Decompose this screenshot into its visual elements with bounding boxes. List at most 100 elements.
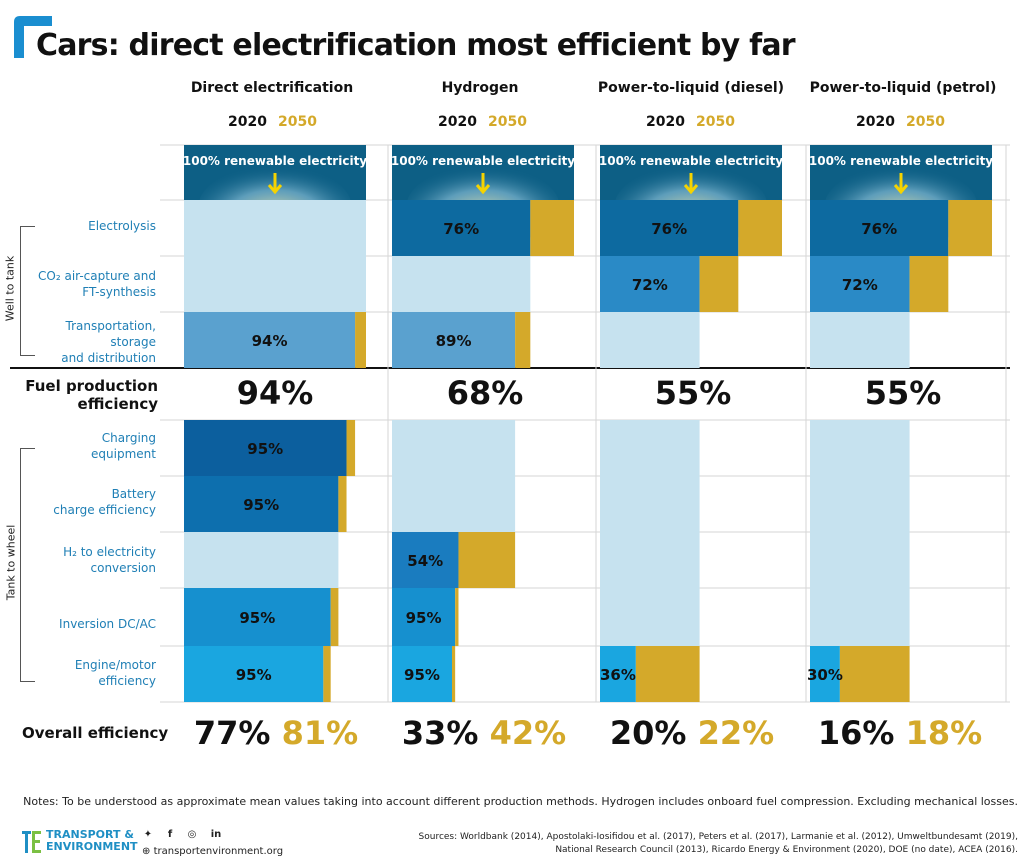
- step-value-label: 30%: [807, 666, 843, 684]
- linkedin-icon[interactable]: in: [210, 829, 222, 840]
- efficiency-bar: [810, 256, 910, 312]
- efficiency-bar: [392, 532, 459, 588]
- flow-bar: [392, 256, 531, 312]
- brand-name: TRANSPORT & ENVIRONMENT: [46, 828, 138, 853]
- globe-icon: ⊕: [142, 846, 151, 857]
- efficiency-bar: [184, 420, 347, 476]
- overall-efficiency-direct: 77% 81%: [193, 714, 359, 752]
- step-value-label: 72%: [632, 276, 668, 294]
- source-label: 100% renewable electricity: [183, 154, 367, 168]
- loss-bar: [635, 646, 700, 702]
- loss-bar: [948, 200, 992, 256]
- year-2050-label: 2050: [278, 114, 317, 130]
- efficiency-bar: [184, 312, 356, 368]
- year-2020-label: 2020: [646, 114, 685, 130]
- row-label-co2-capture: CO₂ air-capture and FT-synthesis: [38, 269, 156, 299]
- facebook-icon[interactable]: f: [167, 829, 173, 840]
- flow-bar: [810, 476, 910, 532]
- step-value-label: 89%: [436, 332, 472, 350]
- loss-bar: [330, 588, 339, 646]
- efficiency-bar: [184, 646, 324, 702]
- chart-sources: Sources: Worldbank (2014), Apostolaki-Io…: [418, 832, 1018, 855]
- flow-bar: [600, 312, 700, 368]
- source-label: 100% renewable electricity: [391, 154, 575, 168]
- loss-bar: [346, 420, 356, 476]
- loss-bar: [515, 312, 531, 368]
- row-label-transportation: Transportation, storage and distribution: [61, 319, 156, 365]
- efficiency-bar: [392, 646, 452, 702]
- flow-bar: [184, 256, 366, 312]
- website-link[interactable]: ⊕ transportenvironment.org: [142, 846, 284, 857]
- loss-bar: [839, 646, 910, 702]
- efficiency-bar: [600, 256, 700, 312]
- year-2020-label: 2020: [856, 114, 895, 130]
- row-label-charging: Charging equipment: [91, 431, 156, 461]
- step-value-label: 95%: [236, 666, 272, 684]
- well-to-tank-bracket: [20, 226, 35, 356]
- loss-bar: [738, 200, 782, 256]
- arrow-down-icon: [893, 173, 909, 195]
- brand-logo-icon: [22, 831, 41, 853]
- loss-bar: [355, 312, 366, 368]
- loss-bar: [451, 646, 456, 702]
- year-2050-label: 2050: [696, 114, 735, 130]
- efficiency-bar: [184, 476, 339, 532]
- arrow-down-icon: [267, 173, 283, 195]
- step-value-label: 76%: [861, 220, 897, 238]
- loss-bar: [455, 588, 459, 646]
- overall-efficiency-ptl-petrol: 16% 18%: [817, 714, 983, 752]
- efficiency-bar: [600, 200, 739, 256]
- loss-bar: [530, 200, 574, 256]
- flow-bar: [392, 420, 516, 476]
- step-value-label: 95%: [404, 666, 440, 684]
- year-2020-label: 2020: [228, 114, 267, 130]
- overall-efficiency-ptl-diesel: 20% 22%: [609, 714, 775, 752]
- year-2020-label: 2020: [438, 114, 477, 130]
- fuel-efficiency-ptl-petrol: 55%: [864, 374, 942, 412]
- flow-bar: [810, 588, 910, 646]
- step-value-label: 54%: [407, 552, 443, 570]
- arrow-down-icon: [475, 173, 491, 195]
- flow-bar: [184, 532, 339, 588]
- overall-efficiency-hydrogen: 33% 42%: [401, 714, 567, 752]
- year-2050-label: 2050: [488, 114, 527, 130]
- row-label-battery: Battery charge efficiency: [53, 487, 156, 517]
- loss-bar: [699, 256, 739, 312]
- chart-notes: Notes: To be understood as approximate m…: [23, 795, 1018, 808]
- step-value-label: 95%: [406, 609, 442, 627]
- arrow-down-icon: [683, 173, 699, 195]
- efficiency-bar: [600, 646, 636, 702]
- flow-bar: [810, 532, 910, 588]
- row-label-h2-conversion: H₂ to electricity conversion: [63, 545, 156, 575]
- tank-to-wheel-bracket: [20, 448, 35, 682]
- column-header-direct: Direct electrification: [190, 80, 354, 96]
- flow-bar: [600, 588, 700, 646]
- step-value-label: 72%: [842, 276, 878, 294]
- twitter-icon[interactable]: ✦: [143, 829, 153, 840]
- flow-bar: [810, 312, 910, 368]
- efficiency-bar: [392, 312, 516, 368]
- flow-bar: [600, 476, 700, 532]
- loss-bar: [338, 476, 347, 532]
- source-label: 100% renewable electricity: [599, 154, 783, 168]
- fuel-efficiency-hydrogen: 68%: [446, 374, 524, 412]
- flow-bar: [600, 532, 700, 588]
- step-value-label: 94%: [252, 332, 288, 350]
- loss-bar: [323, 646, 331, 702]
- overall-efficiency-label: Overall efficiency: [22, 724, 169, 742]
- efficiency-bar: [810, 200, 949, 256]
- source-label: 100% renewable electricity: [809, 154, 993, 168]
- flow-bar: [810, 420, 910, 476]
- flow-bar: [184, 200, 366, 256]
- step-value-label: 95%: [239, 609, 275, 627]
- step-value-label: 36%: [600, 666, 636, 684]
- column-header-ptl-diesel: Power-to-liquid (diesel): [597, 80, 785, 96]
- fuel-efficiency-direct: 94%: [236, 374, 314, 412]
- efficiency-bar: [392, 200, 531, 256]
- efficiency-bar: [184, 588, 331, 646]
- efficiency-bar: [392, 588, 456, 646]
- instagram-icon[interactable]: ◎: [187, 829, 197, 840]
- column-header-hydrogen: Hydrogen: [441, 80, 519, 96]
- flow-bar: [392, 476, 516, 532]
